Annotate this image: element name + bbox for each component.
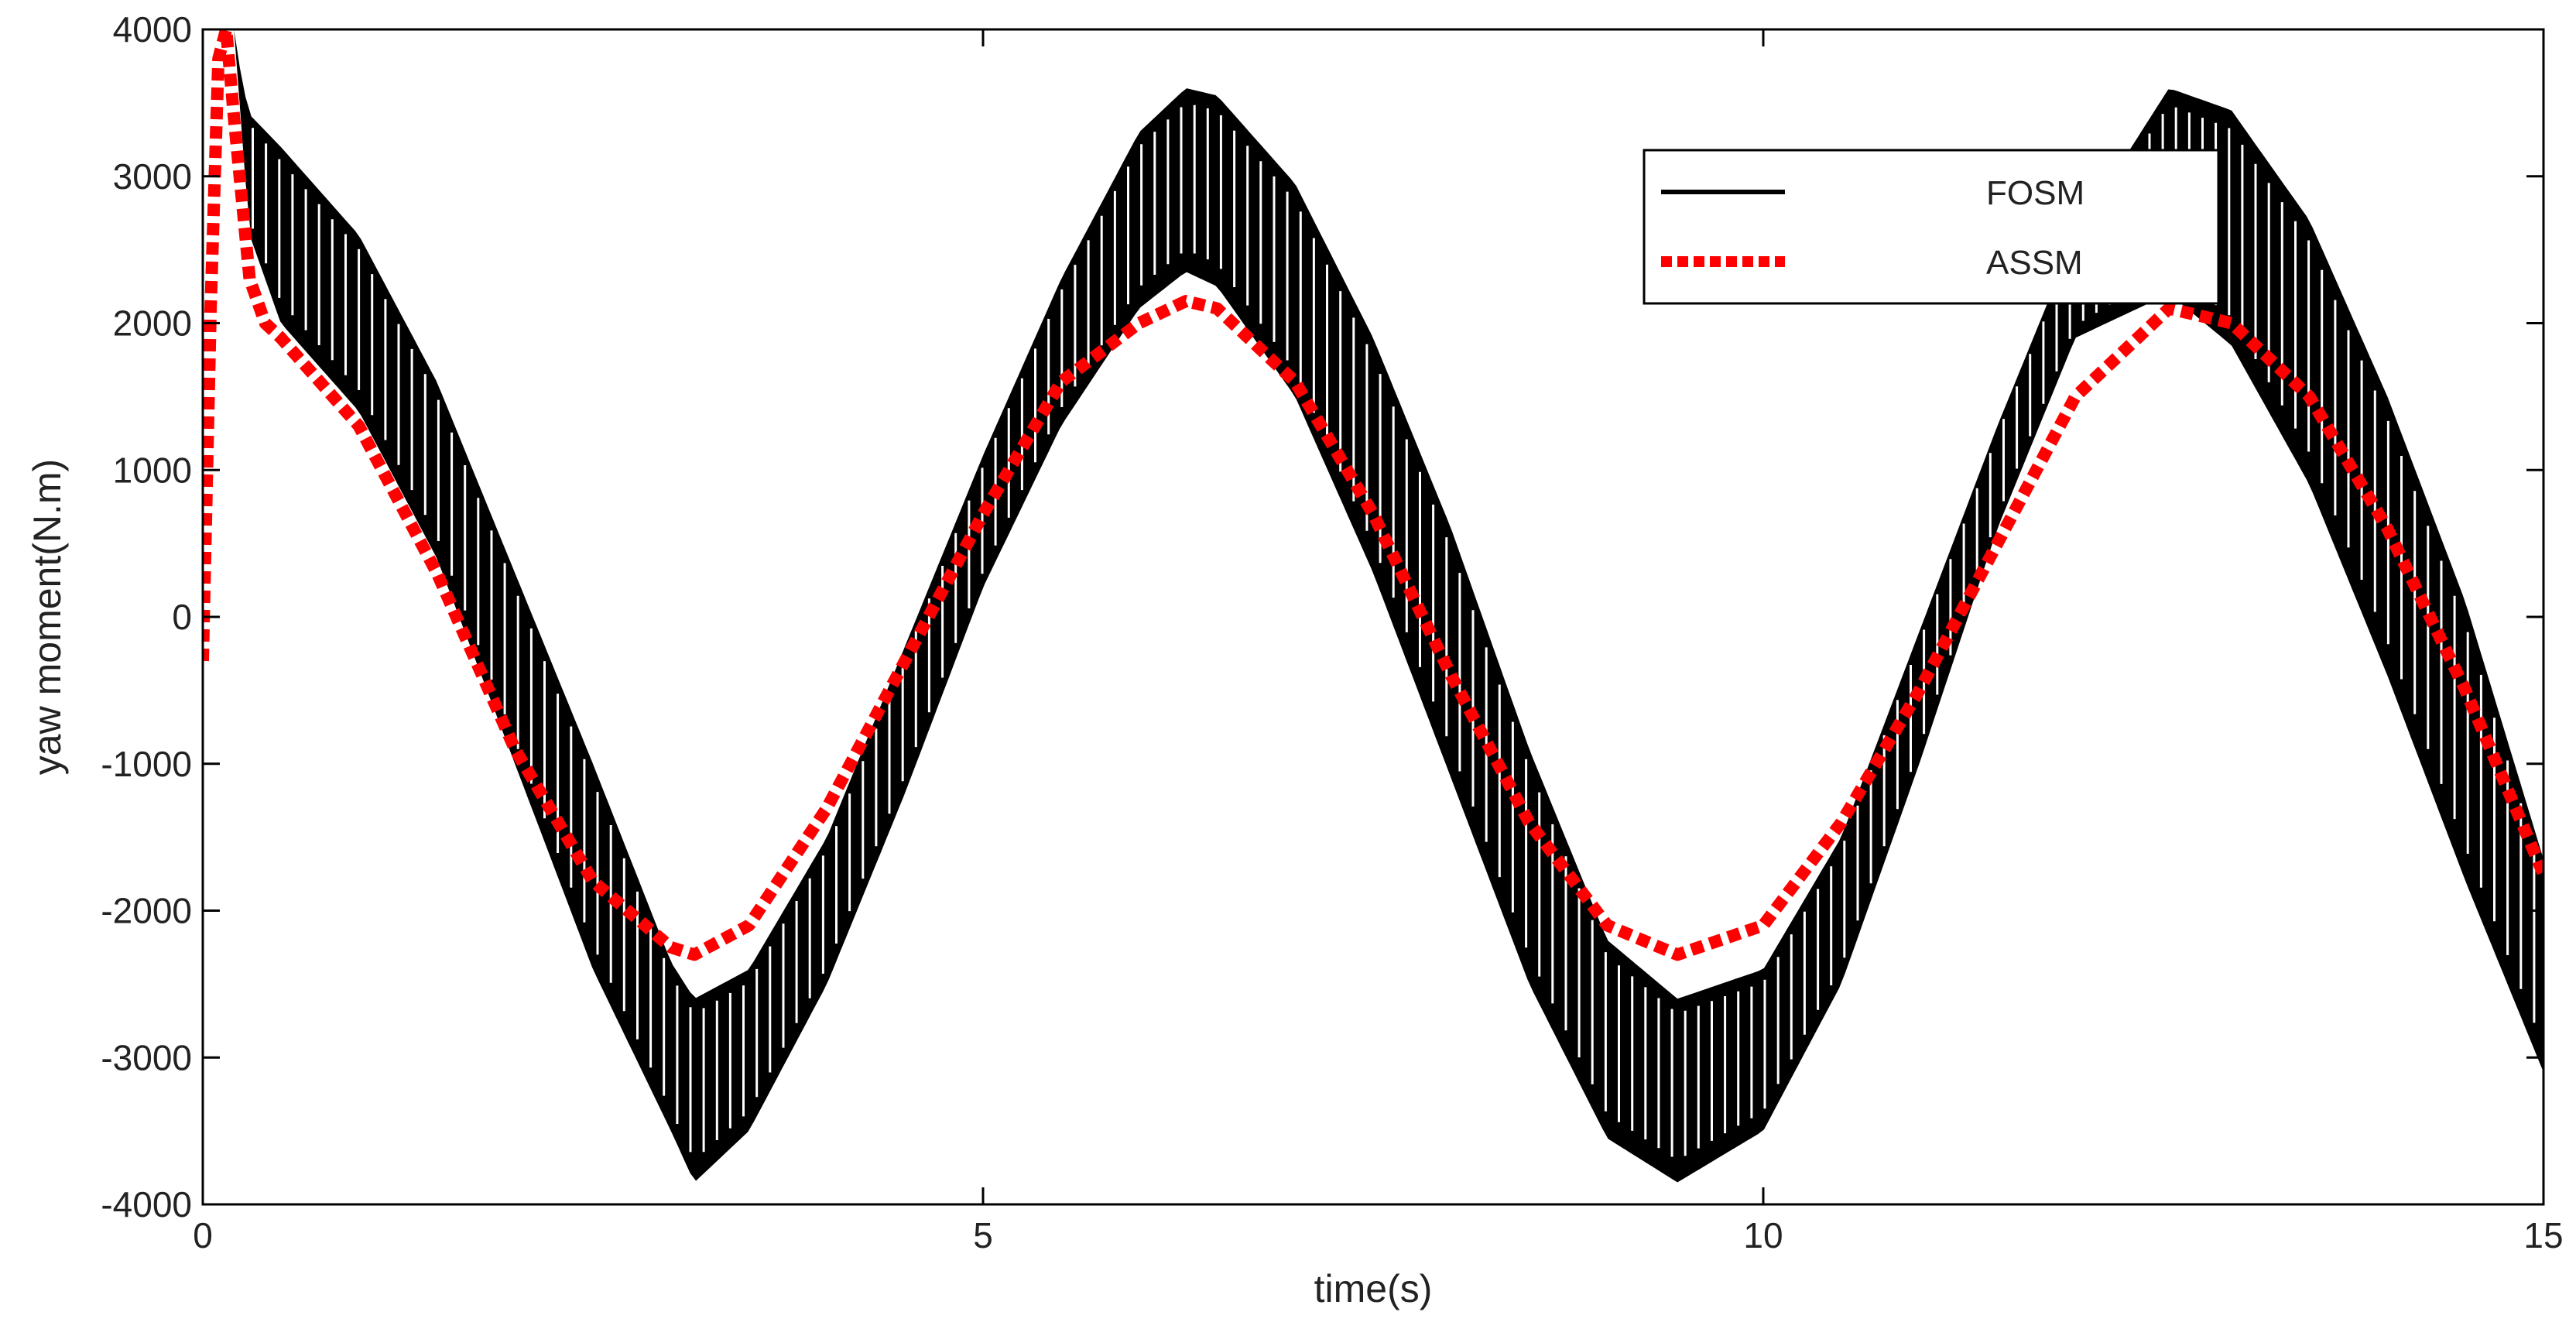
y-axis-title: yaw moment(N.m) — [26, 459, 69, 775]
legend-label-assm: ASSM — [1986, 244, 2083, 282]
y-tick-label: 0 — [172, 597, 192, 637]
ticks-layer: 0 5 10 15 -4000 -3000 -2000 -1000 0 1000 2000 3000 4… — [101, 9, 2563, 1255]
legend-box — [1643, 149, 2220, 305]
y-tick-label: -1000 — [101, 744, 192, 784]
y-tick-label: -2000 — [101, 891, 192, 931]
legend-label-fosm: FOSM — [1986, 174, 2084, 212]
y-tick-label: 2000 — [113, 303, 192, 344]
x-axis-title: time(s) — [1314, 1267, 1433, 1310]
y-tick-label: 1000 — [113, 450, 192, 490]
y-tick-label: -3000 — [101, 1037, 192, 1077]
x-tick-label: 0 — [193, 1215, 213, 1255]
x-tick-label: 15 — [2523, 1215, 2563, 1255]
legend: FOSM ASSM — [1643, 149, 2220, 305]
x-tick-label: 10 — [1743, 1215, 1783, 1255]
series-fosm-band — [234, 29, 2543, 1183]
y-tick-label: 4000 — [113, 9, 192, 50]
series-assm-line — [203, 29, 2543, 961]
x-tick-label: 5 — [973, 1215, 993, 1255]
y-tick-label: 3000 — [113, 156, 192, 197]
y-tick-label: -4000 — [101, 1184, 192, 1225]
